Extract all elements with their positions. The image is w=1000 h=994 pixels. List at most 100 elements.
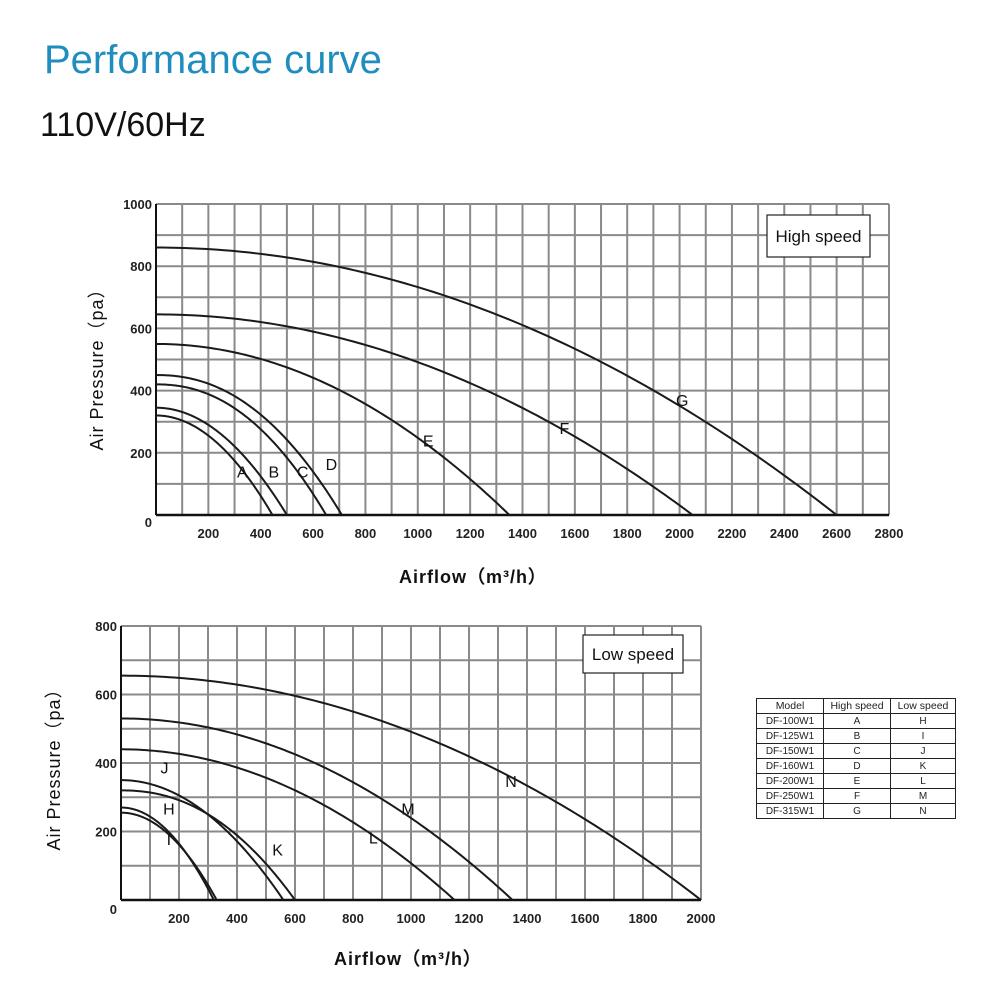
x-tick-label: 600 xyxy=(302,526,324,541)
high-speed-cell: D xyxy=(823,758,891,774)
series-line-N xyxy=(120,674,702,901)
series-line-M xyxy=(120,717,514,901)
x-tick-label: 1800 xyxy=(629,911,658,926)
x-axis-title: Airflow（m³/h） xyxy=(399,567,547,587)
high-speed-cell: A xyxy=(823,713,891,729)
series-label-J: J xyxy=(161,760,169,777)
x-tick-label: 200 xyxy=(168,911,190,926)
page-subtitle: 110V/60Hz xyxy=(40,106,206,144)
table-row: DF-160W1 D K xyxy=(756,758,956,774)
x-tick-label: 1400 xyxy=(513,911,542,926)
x-tick-label: 1000 xyxy=(403,526,432,541)
x-tick-label: 800 xyxy=(355,526,377,541)
y-tick-label: 1000 xyxy=(123,197,152,212)
table-row: DF-315W1 G N xyxy=(756,803,956,819)
y-axis-title: Air Pressure（pa） xyxy=(44,679,64,850)
x-tick-label: 200 xyxy=(198,526,220,541)
high-speed-cell: G xyxy=(823,803,891,819)
y-tick-label: 0 xyxy=(110,902,117,917)
series-line-F xyxy=(155,313,694,516)
high-speed-cell: B xyxy=(823,728,891,744)
x-tick-label: 1400 xyxy=(508,526,537,541)
series-label-E: E xyxy=(423,434,434,451)
low-speed-cell: J xyxy=(890,743,956,759)
series-label-M: M xyxy=(401,801,414,818)
header-model: Model xyxy=(756,698,824,714)
model-cell: DF-150W1 xyxy=(756,743,824,759)
y-tick-label: 800 xyxy=(95,619,117,634)
series-label-H: H xyxy=(163,801,175,818)
speed-badge-label: High speed xyxy=(775,227,861,246)
x-tick-label: 400 xyxy=(250,526,272,541)
series-line-A xyxy=(155,414,274,516)
y-axis-title: Air Pressure（pa） xyxy=(87,279,107,450)
table-row: DF-150W1 C J xyxy=(756,743,956,759)
y-tick-label: 800 xyxy=(130,259,152,274)
table-row: DF-100W1 A H xyxy=(756,713,956,729)
x-tick-label: 2800 xyxy=(875,526,904,541)
x-tick-label: 2600 xyxy=(822,526,851,541)
x-tick-label: 600 xyxy=(284,911,306,926)
speed-badge-label: Low speed xyxy=(592,645,674,664)
series-label-D: D xyxy=(326,457,338,474)
high-speed-cell: C xyxy=(823,743,891,759)
model-cell: DF-160W1 xyxy=(756,758,824,774)
header-high-speed: High speed xyxy=(823,698,891,714)
x-tick-label: 2000 xyxy=(687,911,716,926)
series-line-B xyxy=(156,406,288,516)
model-table-header: Model High speed Low speed xyxy=(756,698,956,714)
x-tick-label: 2200 xyxy=(717,526,746,541)
y-tick-label: 200 xyxy=(95,825,117,840)
x-tick-label: 1600 xyxy=(560,526,589,541)
series-line-H xyxy=(120,806,215,901)
y-tick-label: 200 xyxy=(130,446,152,461)
high-speed-cell: E xyxy=(823,773,891,789)
page-title: Performance curve xyxy=(44,38,382,82)
x-tick-label: 400 xyxy=(226,911,248,926)
y-tick-label: 600 xyxy=(130,321,152,336)
y-tick-label: 0 xyxy=(145,515,152,530)
series-label-B: B xyxy=(268,465,279,482)
model-cell: DF-200W1 xyxy=(756,773,824,789)
series-line-C xyxy=(156,383,328,516)
x-tick-label: 800 xyxy=(342,911,364,926)
series-label-G: G xyxy=(676,393,688,410)
low-speed-cell: L xyxy=(890,773,956,789)
model-cell: DF-125W1 xyxy=(756,728,824,744)
x-tick-label: 2000 xyxy=(665,526,694,541)
high-speed-cell: F xyxy=(823,788,891,804)
x-axis-title: Airflow（m³/h） xyxy=(334,949,482,969)
table-row: DF-200W1 E L xyxy=(756,773,956,789)
series-line-E xyxy=(155,342,511,516)
model-cell: DF-315W1 xyxy=(756,803,824,819)
series-label-K: K xyxy=(272,842,283,859)
series-label-N: N xyxy=(505,774,517,791)
series-line-G xyxy=(155,246,838,516)
x-tick-label: 1600 xyxy=(571,911,600,926)
model-cell: DF-100W1 xyxy=(756,713,824,729)
series-line-L xyxy=(120,748,456,901)
x-tick-label: 1200 xyxy=(455,911,484,926)
header-low-speed: Low speed xyxy=(890,698,956,714)
series-label-A: A xyxy=(237,465,248,482)
table-row: DF-250W1 F M xyxy=(756,788,956,804)
low-speed-cell: N xyxy=(890,803,956,819)
x-tick-label: 2400 xyxy=(770,526,799,541)
y-tick-label: 400 xyxy=(130,384,152,399)
series-label-I: I xyxy=(167,832,171,849)
series-label-F: F xyxy=(559,421,569,438)
low-speed-cell: M xyxy=(890,788,956,804)
y-tick-label: 600 xyxy=(95,688,117,703)
low-speed-cell: I xyxy=(890,728,956,744)
model-table: Model High speed Low speed DF-100W1 A H DF-… xyxy=(756,698,956,819)
x-tick-label: 1200 xyxy=(456,526,485,541)
speed-badge-box xyxy=(766,214,871,258)
series-line-I xyxy=(120,811,218,901)
series-label-C: C xyxy=(297,465,309,482)
series-label-L: L xyxy=(369,830,378,847)
series-line-K xyxy=(121,789,296,901)
x-tick-label: 1800 xyxy=(613,526,642,541)
low-speed-cell: K xyxy=(890,758,956,774)
